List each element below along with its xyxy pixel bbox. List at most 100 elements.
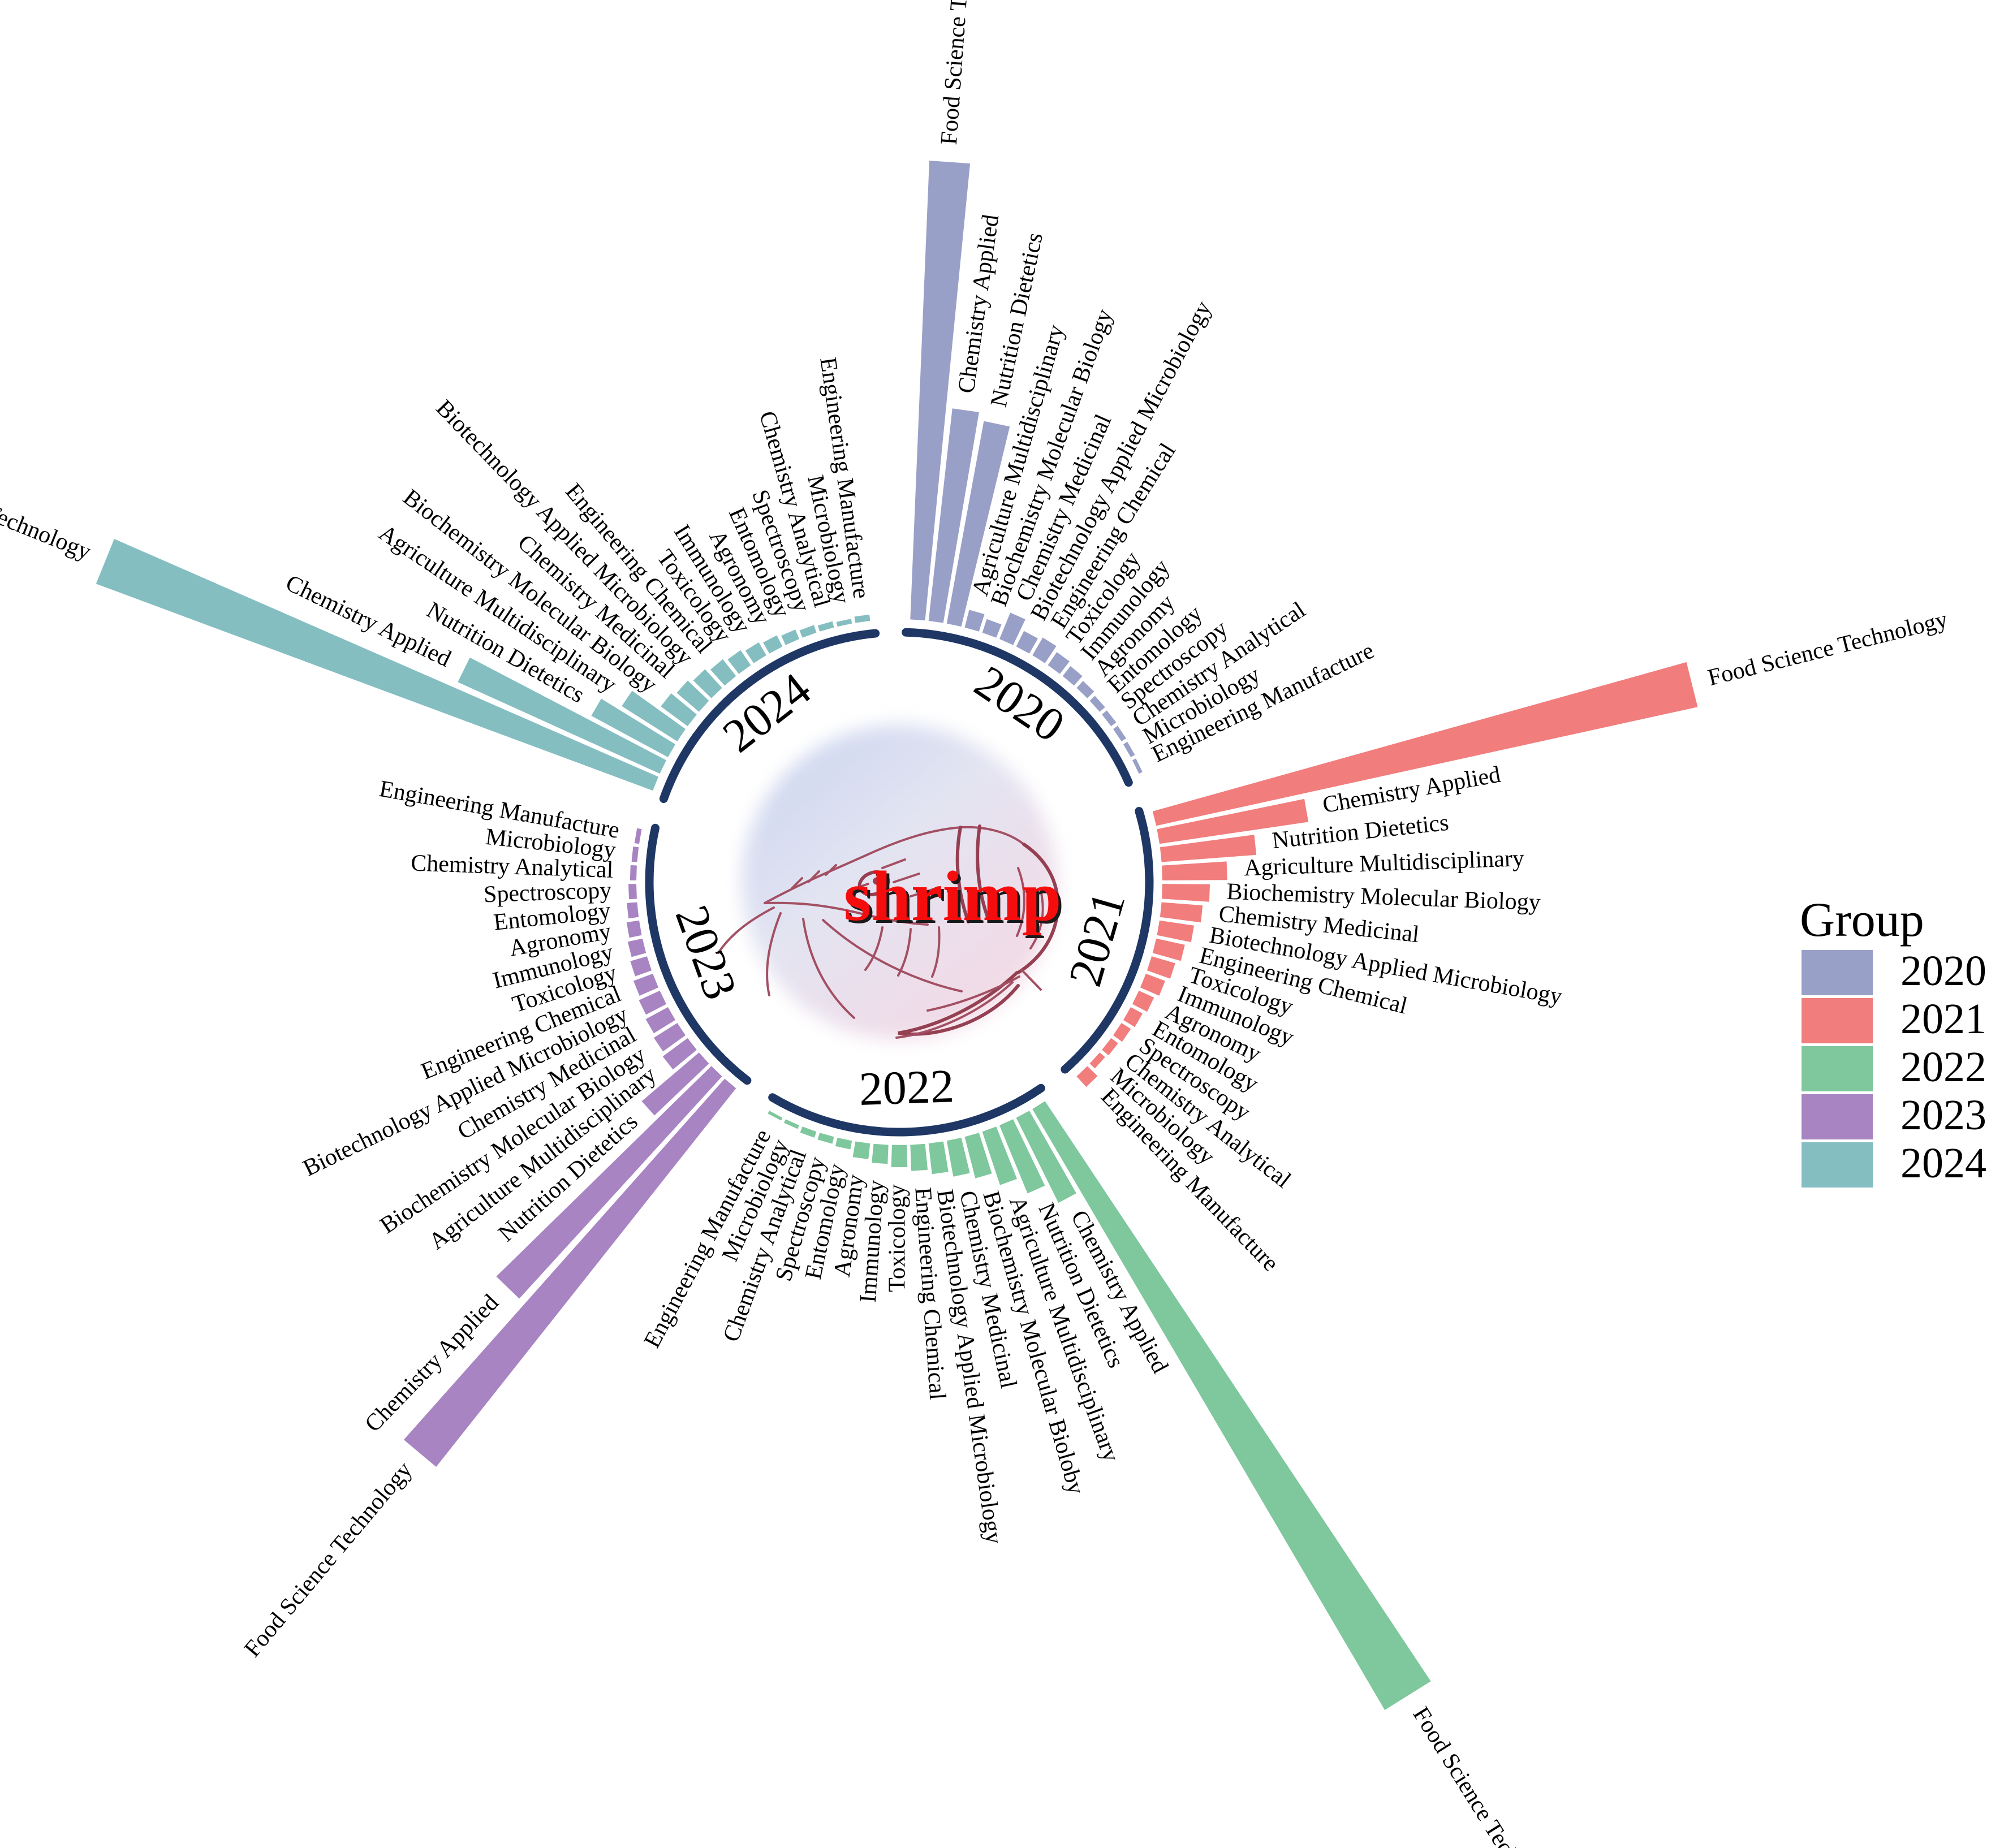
legend-title: Group [1800,892,1924,947]
bar-2021-1 [1157,798,1309,844]
bar-2023-11 [627,902,639,919]
center-disc [742,725,1057,1039]
bar-2021-10 [1132,990,1154,1012]
bar-2021-15 [1076,1066,1098,1087]
bar-2022-2 [999,1119,1045,1194]
center-label-shadow: shrimp [846,860,1064,939]
bar-2023-3 [662,1038,697,1070]
bar-2020-9 [1062,666,1083,686]
center-label: shrimp [843,857,1061,936]
bar-2023-7 [633,973,658,996]
bar-2023-0 [403,1078,736,1467]
bar-2020-1 [928,408,979,623]
bar-2022-10 [852,1141,870,1159]
bar-2020-13 [1113,726,1126,741]
bar-2022-7 [910,1143,928,1171]
category-label-2022-0: Food Science Technology [1408,1703,1560,1848]
bar-2024-14 [836,619,852,627]
bar-2022-9 [872,1143,889,1164]
bar-2022-15 [768,1111,783,1121]
legend: Group 2020 2021 2022 2023 2024 [1800,892,1986,1188]
bar-2024-6 [693,669,722,698]
bar-2021-0 [1152,662,1698,826]
bar-2022-13 [800,1126,817,1138]
legend-swatch-2022 [1802,1046,1873,1091]
bar-2024-2 [591,698,675,757]
category-label-2022-8: Toxicology [885,1184,911,1292]
bar-2023-1 [496,1066,722,1299]
bar-2020-7 [1032,637,1057,663]
bar-2021-7 [1152,938,1185,961]
legend-label-2023: 2023 [1900,1091,1986,1139]
bar-2020-15 [1132,758,1143,774]
legend-label-2020: 2020 [1900,947,1986,995]
bar-2021-3 [1162,861,1227,880]
bar-2023-6 [639,990,666,1015]
bar-2024-7 [710,659,736,686]
bar-2023-13 [630,865,637,880]
bar-2020-5 [999,612,1025,645]
category-label-2024-0: Food Science Technology [0,449,94,565]
legend-swatch-2021 [1802,998,1873,1043]
bars-layer [96,161,1698,1710]
bar-2023-9 [627,938,647,957]
bar-2024-9 [745,642,766,663]
bar-2020-12 [1102,710,1117,727]
legend-label-2024: 2024 [1900,1139,1986,1187]
bar-2023-5 [645,1007,675,1034]
category-label-2020-0: Food Science Technology [936,0,979,146]
bar-2024-8 [727,650,751,674]
bar-2020-11 [1089,696,1105,712]
bar-2023-4 [653,1023,686,1052]
bar-2023-15 [634,828,642,844]
bar-2024-4 [661,693,697,727]
bar-2020-6 [1016,631,1038,654]
bar-2023-2 [641,1052,709,1116]
bar-2021-11 [1123,1007,1143,1027]
bar-2024-15 [854,614,870,623]
bar-2020-10 [1076,681,1094,698]
bar-2023-10 [626,920,642,938]
bar-2021-4 [1162,884,1210,902]
bar-2024-1 [458,657,666,774]
bar-2021-13 [1102,1038,1118,1056]
year-label-2021: 2021 [1059,886,1136,992]
year-arc-2022 [768,1083,1045,1137]
bar-2020-3 [964,610,985,632]
bar-2021-6 [1157,920,1194,943]
legend-label-2022: 2022 [1900,1043,1986,1091]
category-label-2023-0: Food Science Technology [239,1457,417,1662]
bar-2022-8 [891,1145,908,1167]
legend-swatch-2023 [1802,1094,1873,1139]
bar-2024-0 [96,539,659,791]
bar-2022-12 [817,1133,834,1144]
year-arc-2024 [659,629,880,803]
bar-2020-2 [946,421,1010,627]
bar-2022-1 [1016,1111,1076,1203]
bar-2023-14 [631,847,639,862]
legend-swatch-2020 [1802,950,1873,995]
bar-2022-6 [928,1141,949,1175]
bar-2020-0 [910,161,971,621]
bar-2022-14 [783,1119,799,1129]
bar-2023-12 [628,884,637,900]
bar-2020-14 [1123,741,1135,757]
bar-2020-8 [1048,652,1070,674]
year-arc-2020 [902,628,1133,787]
bar-2022-0 [1032,1101,1431,1710]
bar-2021-12 [1113,1023,1131,1042]
bar-2024-13 [817,621,834,632]
bar-2021-14 [1089,1052,1105,1069]
category-label-2023-12: Spectroscopy [483,877,612,908]
bar-2024-11 [781,629,799,645]
bar-2022-5 [946,1137,970,1177]
bar-2022-4 [964,1133,992,1178]
bar-2021-5 [1160,902,1203,923]
bar-2024-5 [676,680,709,712]
bar-2024-10 [763,635,783,654]
legend-label-2021: 2021 [1900,995,1986,1043]
bar-2024-12 [799,625,817,638]
bar-2021-8 [1147,956,1175,979]
